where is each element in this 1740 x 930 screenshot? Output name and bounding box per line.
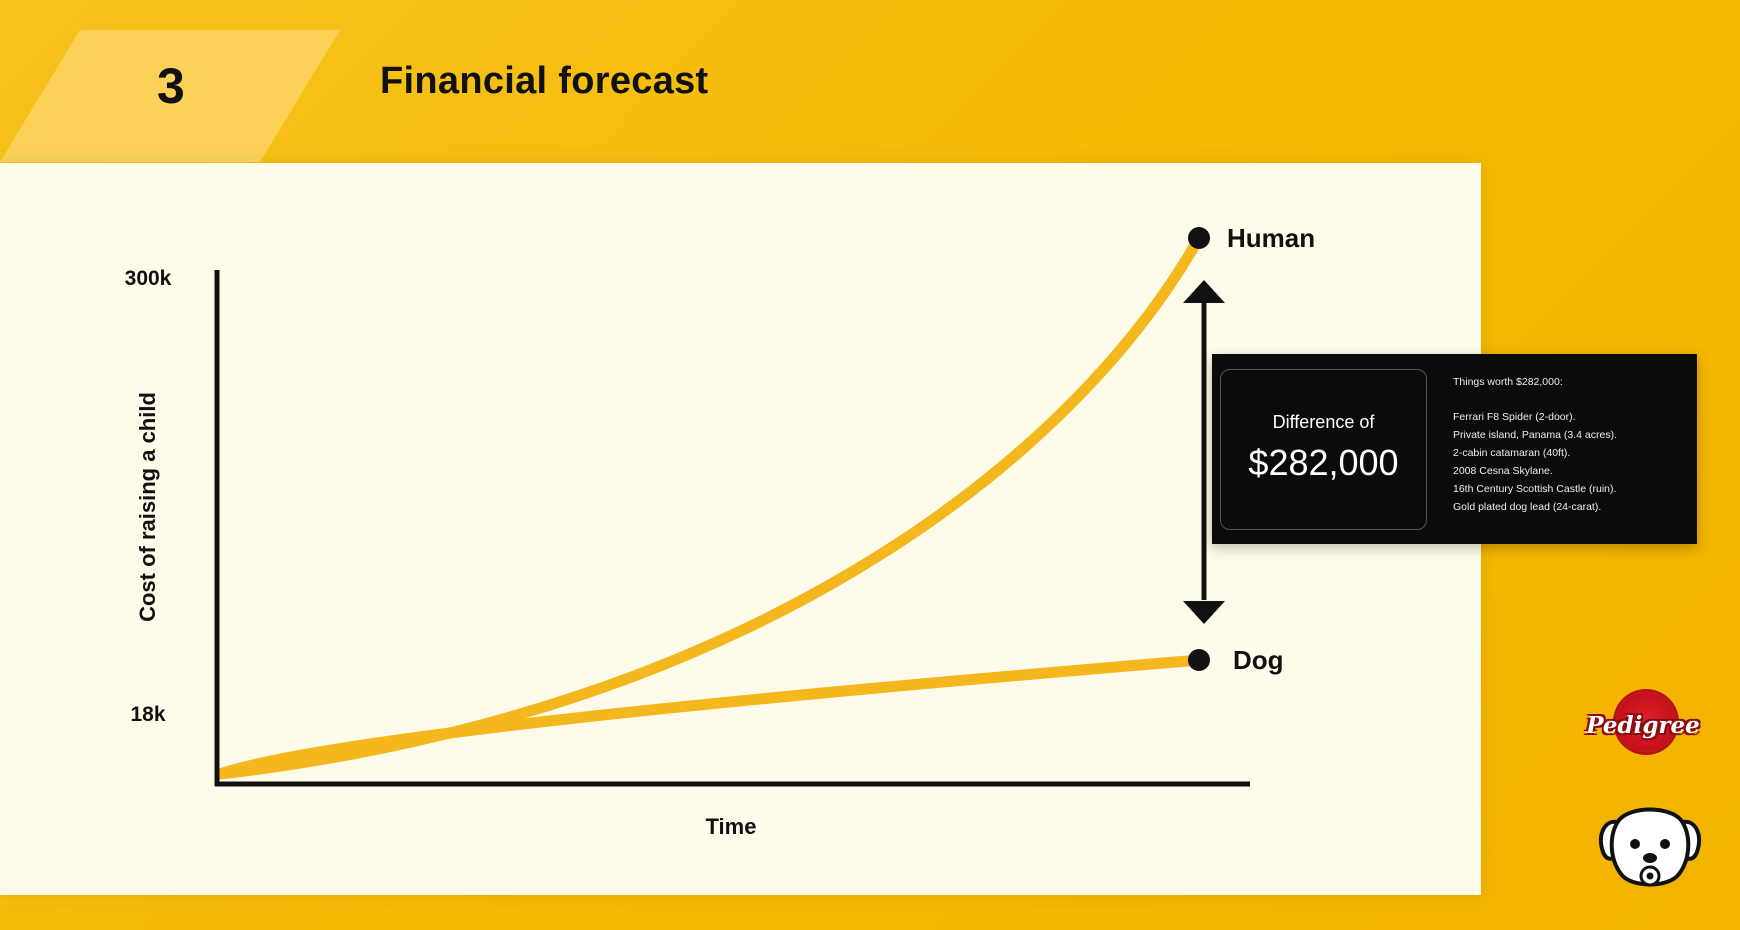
series-end-point-human xyxy=(1188,227,1210,249)
series-end-layer: Human Dog xyxy=(1188,223,1315,675)
series-line-human xyxy=(214,232,1205,780)
series-line-dog xyxy=(214,654,1205,780)
series-label-dog: Dog xyxy=(1233,645,1284,675)
difference-box: Difference of $282,000 xyxy=(1220,369,1427,530)
logo-text: Pedigree xyxy=(1586,712,1700,739)
list-item: 16th Century Scottish Castle (ruin). xyxy=(1453,483,1617,495)
difference-arrow-head-top xyxy=(1183,280,1225,303)
y-tick-label-top: 300k xyxy=(125,267,172,290)
series-end-point-dog xyxy=(1188,649,1210,671)
list-item: Ferrari F8 Spider (2-door). xyxy=(1453,411,1576,423)
difference-arrow xyxy=(1183,280,1225,624)
difference-arrow-head-bottom xyxy=(1183,601,1225,624)
pedigree-logo: Pedigree xyxy=(1582,692,1704,772)
logo-rosette-icon xyxy=(1616,692,1676,752)
series-layer xyxy=(214,232,1205,780)
difference-value: $282,000 xyxy=(1248,442,1399,483)
dog-face-pacifier-icon xyxy=(1598,807,1702,887)
page-title: Financial forecast xyxy=(380,60,709,102)
section-number: 3 xyxy=(157,58,185,114)
difference-label: Difference of xyxy=(1272,412,1375,432)
difference-callout: Difference of $282,000 Things worth $282… xyxy=(1212,354,1697,544)
list-item: Private island, Panama (3.4 acres). xyxy=(1453,429,1617,441)
series-label-human: Human xyxy=(1227,223,1315,253)
y-axis-label: Cost of raising a child xyxy=(135,392,160,622)
list-item: 2-cabin catamaran (40ft). xyxy=(1453,447,1571,459)
list-item: Gold plated dog lead (24-carat). xyxy=(1453,501,1602,513)
y-tick-label-bottom: 18k xyxy=(130,703,165,726)
things-worth-list: Things worth $282,000: Ferrari F8 Spider… xyxy=(1453,373,1688,516)
things-worth-title: Things worth $282,000: xyxy=(1453,376,1563,388)
x-axis-label: Time xyxy=(706,814,757,839)
list-item: 2008 Cesna Skylane. xyxy=(1453,465,1553,477)
